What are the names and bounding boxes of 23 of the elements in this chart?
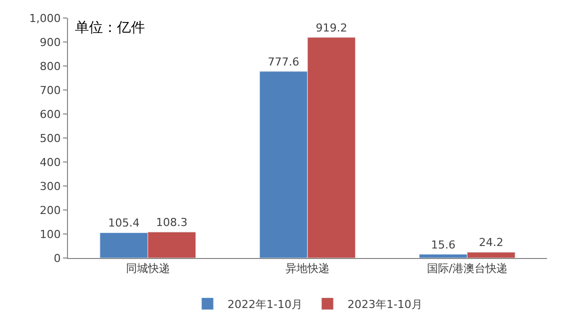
data-label: 105.4 (108, 216, 140, 230)
y-tick-label: 500 (40, 132, 61, 145)
y-tick-label: 0 (54, 252, 61, 265)
y-tick-label: 600 (40, 108, 61, 121)
y-tick-label: 1,000 (29, 12, 61, 25)
x-tick-label: 国际/港澳台快递 (426, 262, 508, 276)
annotation: 单位：亿件 (75, 20, 145, 36)
y-tick-label: 900 (40, 36, 61, 49)
data-label: 15.6 (430, 238, 456, 252)
y-tick-label: 400 (40, 156, 61, 169)
y-tick-label: 100 (40, 228, 61, 241)
legend-label: 2022年1-10月 (228, 298, 302, 311)
data-label: 24.2 (478, 236, 504, 250)
y-tick-label: 200 (40, 204, 61, 217)
y-tick-label: 300 (40, 180, 61, 193)
x-tick-label: 同城快递 (126, 262, 170, 276)
data-label: 108.3 (156, 216, 188, 230)
data-label: 919.2 (316, 21, 348, 34)
y-tick-label: 800 (40, 60, 61, 73)
legend-label: 2023年1-10月 (347, 298, 422, 311)
data-label: 777.6 (268, 55, 300, 68)
y-tick-label: 700 (40, 84, 61, 97)
x-tick-label: 异地快递 (286, 262, 330, 276)
